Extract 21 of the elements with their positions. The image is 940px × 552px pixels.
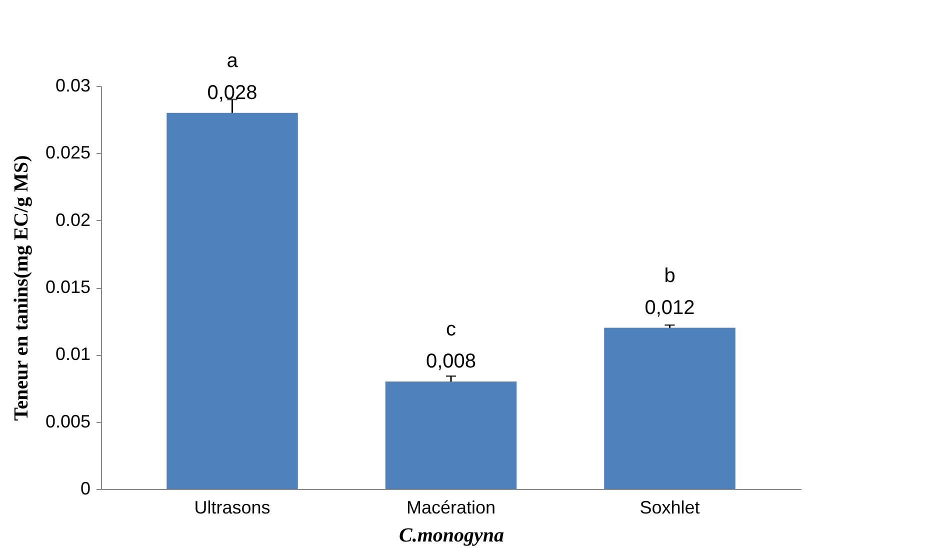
y-tick-label: 0.02 (55, 210, 90, 230)
y-tick-label: 0.015 (45, 277, 90, 297)
data-label: 0,012 (644, 296, 695, 319)
y-tick-label: 0.005 (45, 411, 90, 432)
y-tick-label: 0.01 (55, 344, 90, 364)
annotation: c (446, 318, 456, 341)
x-tick-label: Macération (406, 498, 496, 518)
bar (385, 382, 517, 489)
data-label: 0,008 (426, 350, 476, 373)
data-label: 0,028 (207, 82, 258, 104)
x-tick-label: Soxhlet (640, 498, 700, 518)
x-axis-title: C.monogyna (398, 524, 504, 546)
bar (166, 112, 298, 489)
x-tick-label: Ultrasons (194, 498, 270, 518)
annotation: b (664, 264, 676, 287)
bar (604, 328, 736, 489)
annotation: a (226, 50, 239, 72)
y-tick-label: 0.03 (55, 76, 90, 96)
y-tick-label: 0.025 (45, 142, 90, 163)
y-axis-title: Teneur en tanins(mg EC/g MS) (10, 155, 32, 421)
y-tick-label: 0 (80, 478, 90, 498)
